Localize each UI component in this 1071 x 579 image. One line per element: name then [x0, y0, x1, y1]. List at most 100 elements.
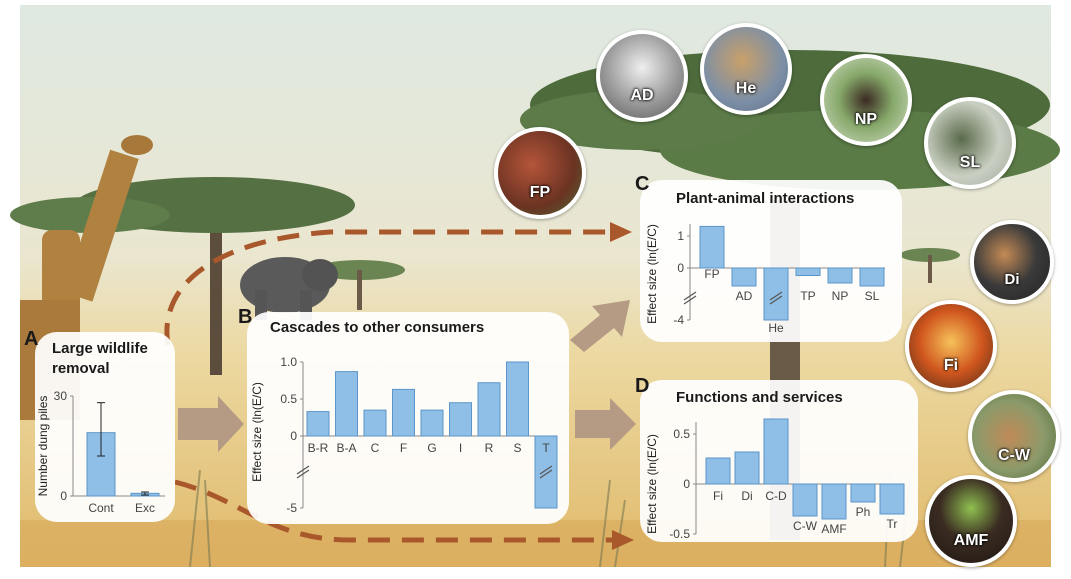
- photo-sl-label: SL: [959, 153, 981, 171]
- chart-b-axis-break-b: [296, 469, 310, 479]
- chart-d-bar-Di: [734, 451, 760, 485]
- chart-c-xlabel-0: FP: [704, 267, 719, 281]
- chart-b-bar-F: [392, 388, 415, 437]
- panel-d-letter: D: [635, 375, 650, 397]
- photo-fi-label: Fi: [943, 356, 959, 374]
- chart-d-bar-Ph: [850, 483, 876, 503]
- photo-np: NP: [820, 54, 912, 146]
- chart-d-xlabel-4: AMF: [821, 522, 846, 536]
- chart-b-bar-I: [449, 402, 472, 437]
- chart-d-xlabel-0: Fi: [713, 489, 723, 503]
- chart-b-bar-S: [506, 361, 529, 437]
- chart-a: Number dung piles 0 30 Cont Exc: [36, 389, 165, 515]
- chart-b-bar-C: [363, 409, 387, 437]
- chart-d-xlabel-2: C-D: [765, 489, 787, 503]
- chart-b-xlabel-5: I: [459, 441, 462, 455]
- arrow-b-to-d: [575, 398, 636, 450]
- photo-ad-label: AD: [630, 86, 654, 104]
- chart-c-xlabel-2: He: [768, 321, 784, 335]
- chart-b-bar-break-8-b: [539, 469, 553, 479]
- chart-b-xlabel-8: T: [542, 441, 550, 455]
- chart-d-xlabel-1: Di: [741, 489, 752, 503]
- chart-a-xlabel-0: Cont: [88, 501, 114, 515]
- arrow-b-to-c: [570, 300, 630, 352]
- chart-d-ytick-label-0: 0.5: [673, 427, 690, 441]
- chart-b-bar-B-A: [335, 371, 358, 437]
- chart-c-xlabel-1: AD: [736, 289, 753, 303]
- chart-d-bar-C-D: [763, 418, 789, 485]
- photo-sl: SL: [924, 97, 1016, 189]
- chart-c-bar-NP: [827, 267, 853, 284]
- chart-d-xlabel-5: Ph: [856, 505, 871, 519]
- chart-b-axis-break-a: [296, 465, 310, 475]
- chart-d-ylabel: Effect size (ln(E/C): [645, 434, 659, 534]
- panel-a-title-line1: Large wildlife: [52, 340, 148, 357]
- chart-c-ytick-label-1: 0: [677, 261, 684, 275]
- chart-a-ytick-label-1: 30: [54, 389, 68, 403]
- panel-a-letter: A: [24, 328, 39, 350]
- chart-c-ytick-label-2: -4: [673, 313, 684, 327]
- photo-he-label: He: [735, 79, 757, 97]
- chart-b-ylabel: Effect size (ln(E/C): [250, 382, 264, 482]
- dashed-arrow-to-d: [174, 479, 612, 543]
- chart-d-bar-AMF: [821, 483, 847, 520]
- photo-np-label: NP: [854, 110, 878, 128]
- photo-amf: AMF: [925, 475, 1017, 567]
- chart-b: Effect size (ln(E/C) 1.0 0.5 0 -5 B-R B-A C F G I R…: [250, 355, 558, 515]
- chart-d-bar-Tr: [879, 483, 905, 515]
- panel-b-title: Cascades to other consumers: [270, 319, 485, 336]
- chart-c-xlabel-4: NP: [832, 289, 849, 303]
- chart-b-bar-break-8-a: [539, 465, 553, 475]
- chart-b-xlabel-3: F: [400, 441, 407, 455]
- chart-b-xlabel-6: R: [485, 441, 494, 455]
- chart-b-bar-B-R: [306, 411, 330, 437]
- photo-fp-label: FP: [529, 183, 551, 201]
- chart-b-bar-R: [477, 382, 501, 437]
- photo-di: Di: [970, 220, 1054, 304]
- chart-c-xlabel-5: SL: [865, 289, 880, 303]
- chart-c-bar-AD: [731, 267, 757, 287]
- chart-b-xlabel-0: B-R: [308, 441, 329, 455]
- chart-b-xlabel-7: S: [513, 441, 521, 455]
- chart-b-xlabel-1: B-A: [336, 441, 356, 455]
- chart-d-bar-Fi: [705, 457, 731, 485]
- chart-b-xlabel-4: G: [427, 441, 436, 455]
- chart-b-bar-T: [534, 435, 558, 509]
- chart-c-xlabel-3: TP: [800, 289, 815, 303]
- chart-c-bar-break-2-b: [769, 295, 783, 305]
- chart-c: Effect size (ln(E/C) 1 0 -4 FP AD He TP NP SL: [645, 224, 885, 335]
- chart-d-xlabel-6: Tr: [887, 517, 898, 531]
- photo-cw: C-W: [968, 390, 1060, 482]
- chart-c-bar-FP: [699, 225, 725, 269]
- chart-a-ytick-label-0: 0: [60, 489, 67, 503]
- chart-a-xlabel-1: Exc: [135, 501, 155, 515]
- chart-c-ylabel: Effect size (ln(E/C): [645, 224, 659, 324]
- chart-a-ylabel: Number dung piles: [36, 396, 50, 497]
- chart-b-xlabel-2: C: [371, 441, 380, 455]
- photo-ad: AD: [596, 30, 688, 122]
- chart-c-ytick-label-0: 1: [677, 229, 684, 243]
- chart-b-ytick-label-2: 0: [290, 429, 297, 443]
- chart-b-ytick-label-1: 0.5: [280, 392, 297, 406]
- photo-fp: FP: [494, 127, 586, 219]
- chart-c-axis-break-a: [683, 291, 697, 301]
- chart-d-xlabel-3: C-W: [793, 519, 818, 533]
- chart-b-ytick-label-0: 1.0: [280, 355, 297, 369]
- chart-a-bar-Cont: [86, 432, 116, 497]
- chart-d-bar-C-W: [792, 483, 818, 517]
- chart-d-ytick-label-1: 0: [683, 477, 690, 491]
- chart-c-bar-break-2-a: [769, 291, 783, 301]
- photo-cw-label: C-W: [998, 446, 1030, 464]
- panel-c-letter: C: [635, 173, 650, 195]
- chart-b-ytick-label-3: -5: [286, 501, 297, 515]
- arrow-a-to-b: [178, 396, 244, 452]
- photo-he: He: [700, 23, 792, 115]
- photo-di-label: Di: [1004, 270, 1020, 288]
- panel-b-letter: B: [238, 306, 253, 328]
- chart-c-bar-TP: [795, 267, 821, 276]
- chart-d-ytick-label-2: -0.5: [669, 527, 690, 541]
- photo-fi: Fi: [905, 300, 997, 392]
- panel-d-title: Functions and services: [676, 389, 843, 406]
- photo-amf-label: AMF: [953, 531, 989, 549]
